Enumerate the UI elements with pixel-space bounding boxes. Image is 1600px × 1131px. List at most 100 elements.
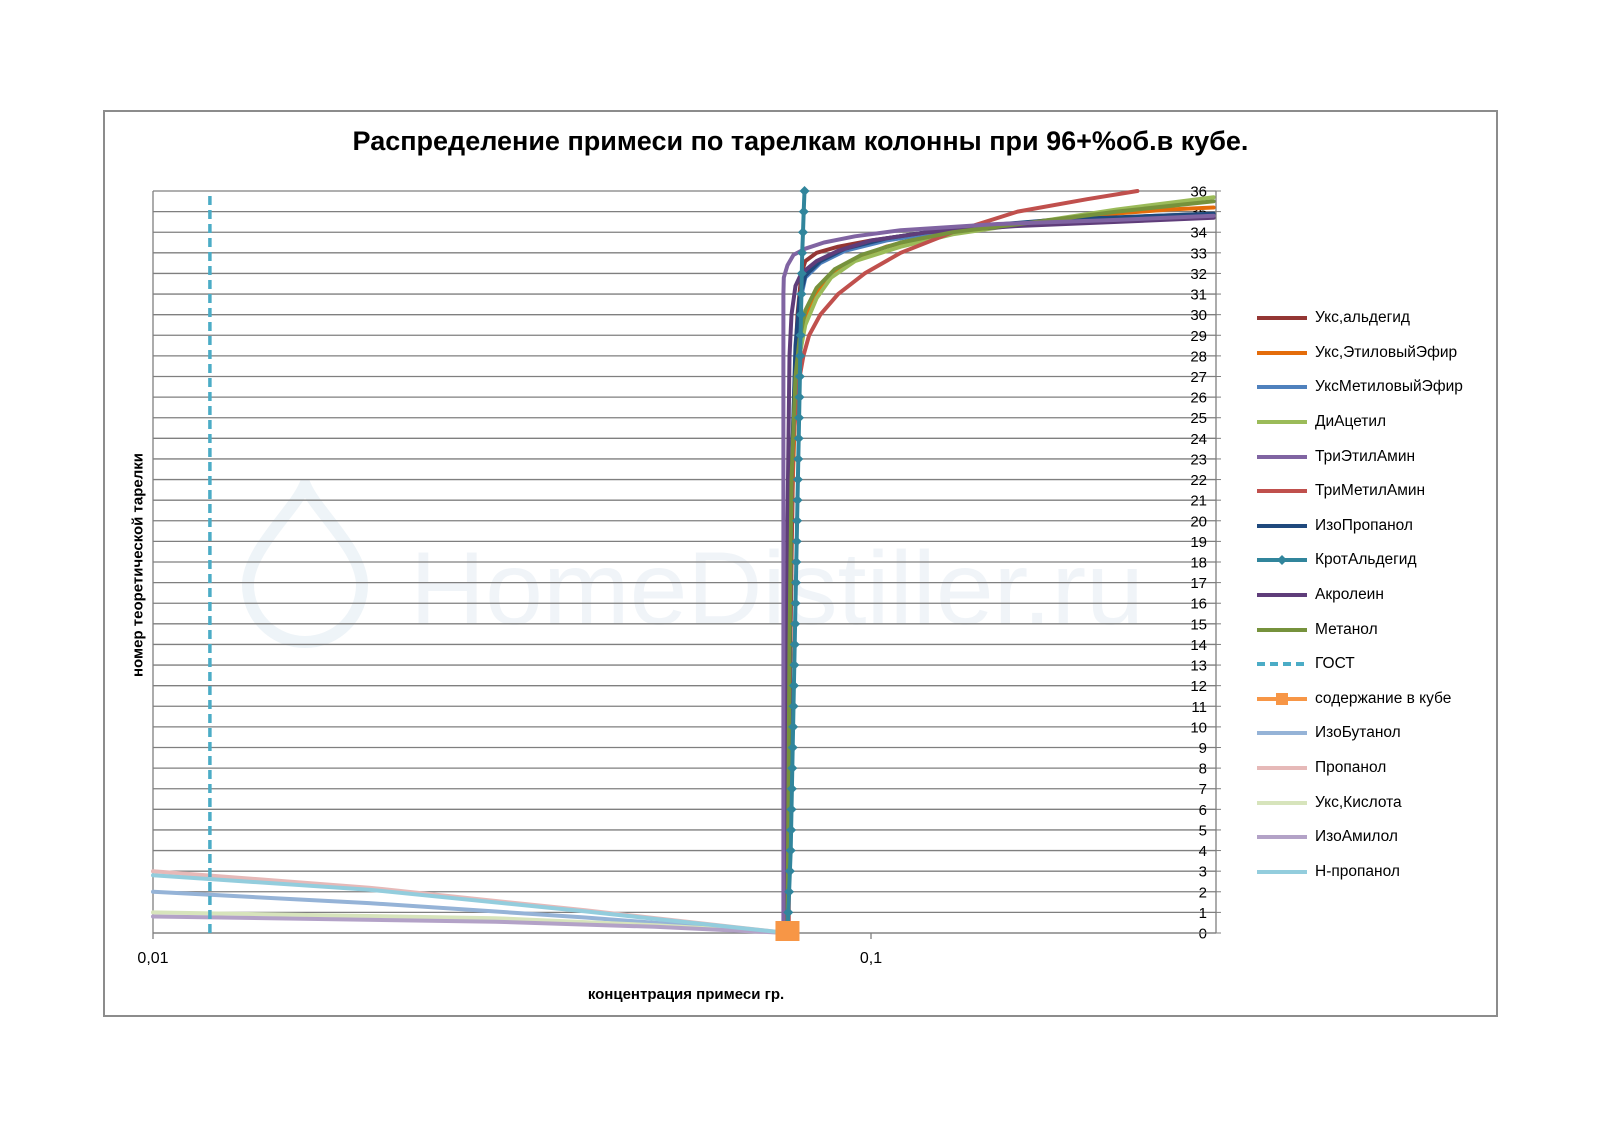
y-tick-label: 5: [1199, 822, 1207, 839]
data-point: [791, 536, 802, 547]
legend-swatch: [1257, 350, 1307, 355]
y-tick-label: 36: [1190, 184, 1207, 201]
legend-swatch: [1257, 627, 1307, 632]
y-tick-label: 10: [1190, 719, 1207, 736]
y-tick-label: 19: [1190, 534, 1207, 551]
series-line: [783, 215, 1216, 935]
y-tick-label: 34: [1190, 225, 1207, 242]
data-point: [786, 824, 797, 835]
chart-legend: Укс,альдегид Укс,ЭтиловыйЭфир УксМетиловый…: [1255, 301, 1463, 889]
legend-item: ГОСТ: [1255, 647, 1463, 682]
data-point: [793, 453, 804, 464]
legend-item: содержание в кубе: [1255, 682, 1463, 717]
data-point: [792, 515, 803, 526]
legend-swatch: [1257, 766, 1307, 771]
series-1: [785, 211, 1216, 935]
data-point: [796, 289, 807, 300]
y-tick-label: 28: [1190, 348, 1207, 365]
data-point: [790, 598, 801, 609]
legend-marker: [1277, 555, 1287, 566]
data-point: [796, 309, 807, 320]
x-tick-label: 0,1: [860, 950, 882, 967]
y-tick-label: 0: [1199, 926, 1207, 943]
y-tick-label: 18: [1190, 555, 1207, 572]
legend-swatch: [1257, 731, 1307, 736]
series-line: [785, 211, 1216, 935]
legend-item: ИзоБутанол: [1255, 716, 1463, 751]
y-tick-label: 1: [1199, 905, 1207, 922]
legend-item: ИзоПропанол: [1255, 509, 1463, 544]
legend-swatch: [1257, 555, 1307, 566]
data-point: [796, 268, 807, 279]
data-point: [793, 433, 804, 444]
data-point: [797, 247, 808, 258]
data-point: [788, 721, 799, 732]
legend-item: УксМетиловыйЭфир: [1255, 370, 1463, 405]
legend-swatch: [1257, 420, 1307, 425]
data-point: [788, 701, 799, 712]
data-point: [790, 577, 801, 588]
series-7: [785, 211, 1216, 935]
series-line: [785, 205, 1216, 935]
y-tick-label: 9: [1199, 740, 1207, 757]
y-tick-label: 32: [1190, 266, 1207, 283]
y-tick-label: 26: [1190, 390, 1207, 407]
y-tick-label: 6: [1199, 802, 1207, 819]
legend-item: Пропанол: [1255, 751, 1463, 786]
y-tick-label: 14: [1190, 637, 1207, 654]
data-point: [795, 350, 806, 361]
chart-title: Распределение примеси по тарелкам колонн…: [352, 126, 1249, 156]
legend-swatch: [1257, 454, 1307, 459]
y-tick-label: 20: [1190, 513, 1207, 530]
legend-item: ТриЭтилАмин: [1255, 439, 1463, 474]
legend-label: Н-пропанол: [1315, 862, 1400, 880]
legend-label: Акролеин: [1315, 586, 1384, 604]
legend-label: Укс,Кислота: [1315, 793, 1402, 811]
legend-item: Укс,ЭтиловыйЭфир: [1255, 336, 1463, 371]
data-point: [775, 921, 800, 941]
data-point: [787, 742, 798, 753]
legend-swatch: [1257, 869, 1307, 874]
data-point: [791, 557, 802, 567]
data-point: [789, 639, 800, 650]
data-point: [794, 371, 805, 382]
data-point: [790, 618, 801, 629]
data-point: [784, 866, 795, 877]
data-point: [792, 474, 803, 485]
y-tick-label: 31: [1190, 287, 1207, 304]
legend-label: ТриЭтилАмин: [1315, 447, 1416, 465]
y-tick-label: 27: [1190, 369, 1207, 386]
data-point: [786, 783, 797, 794]
series-9: [783, 215, 1216, 935]
data-point: [799, 186, 810, 196]
y-tick-label: 22: [1190, 472, 1207, 489]
series-5: [781, 213, 1216, 935]
legend-item: КротАльдегид: [1255, 543, 1463, 578]
y-tick-label: 11: [1191, 699, 1207, 716]
series-line: [785, 195, 1216, 935]
series-16: [151, 914, 790, 935]
y-tick-label: 4: [1199, 843, 1207, 860]
legend-label: Метанол: [1315, 620, 1378, 638]
legend-item: ДиАцетил: [1255, 405, 1463, 440]
y-tick-label: 21: [1190, 493, 1207, 510]
series-17: [151, 873, 790, 935]
data-point: [784, 886, 795, 897]
legend-label: ТриМетилАмин: [1315, 482, 1426, 500]
series-2: [785, 205, 1216, 935]
data-point: [785, 845, 796, 856]
data-point: [794, 392, 805, 403]
legend-swatch: [1257, 800, 1307, 805]
legend-swatch: [1257, 662, 1307, 667]
legend-swatch: [1257, 523, 1307, 528]
legend-swatch: [1257, 593, 1307, 598]
legend-swatch: [1257, 692, 1307, 705]
legend-label: УксМетиловыйЭфир: [1315, 378, 1463, 396]
legend-item: Акролеин: [1255, 578, 1463, 613]
series-line: [785, 211, 1216, 935]
y-tick-label: 23: [1190, 451, 1207, 468]
legend-label: КротАльдегид: [1315, 551, 1417, 569]
series-line: [781, 213, 1216, 935]
y-tick-label: 3: [1199, 864, 1207, 881]
legend-label: содержание в кубе: [1315, 689, 1452, 707]
